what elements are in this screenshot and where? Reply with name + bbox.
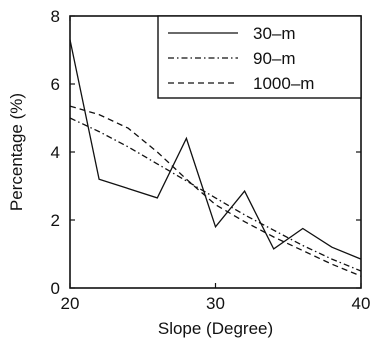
tick-layer: 20 30 40 0 2 4 6 8 [51, 7, 371, 313]
legend-box [157, 15, 362, 99]
legend-label-3: 1000–m [253, 74, 314, 93]
series-line-2 [69, 117, 362, 272]
legend-label-1: 30–m [253, 24, 296, 43]
x-tick-label: 40 [352, 294, 371, 313]
y-tick-label: 6 [51, 75, 60, 94]
x-tick-label: 20 [61, 294, 80, 313]
series-layer [69, 39, 362, 277]
y-axis-title: Percentage (%) [7, 93, 26, 211]
legend-items: 30–m 90–m 1000–m [168, 24, 314, 93]
series-line-3 [69, 105, 362, 277]
y-tick-label: 0 [51, 279, 60, 298]
series-line-1 [69, 39, 362, 260]
y-tick-label: 2 [51, 211, 60, 230]
y-tick-label: 4 [51, 143, 60, 162]
legend-label-2: 90–m [253, 49, 296, 68]
legend: 30–m 90–m 1000–m [157, 15, 362, 99]
y-tick-label: 8 [51, 7, 60, 26]
x-tick-label: 30 [206, 294, 225, 313]
x-axis-title: Slope (Degree) [158, 319, 273, 338]
